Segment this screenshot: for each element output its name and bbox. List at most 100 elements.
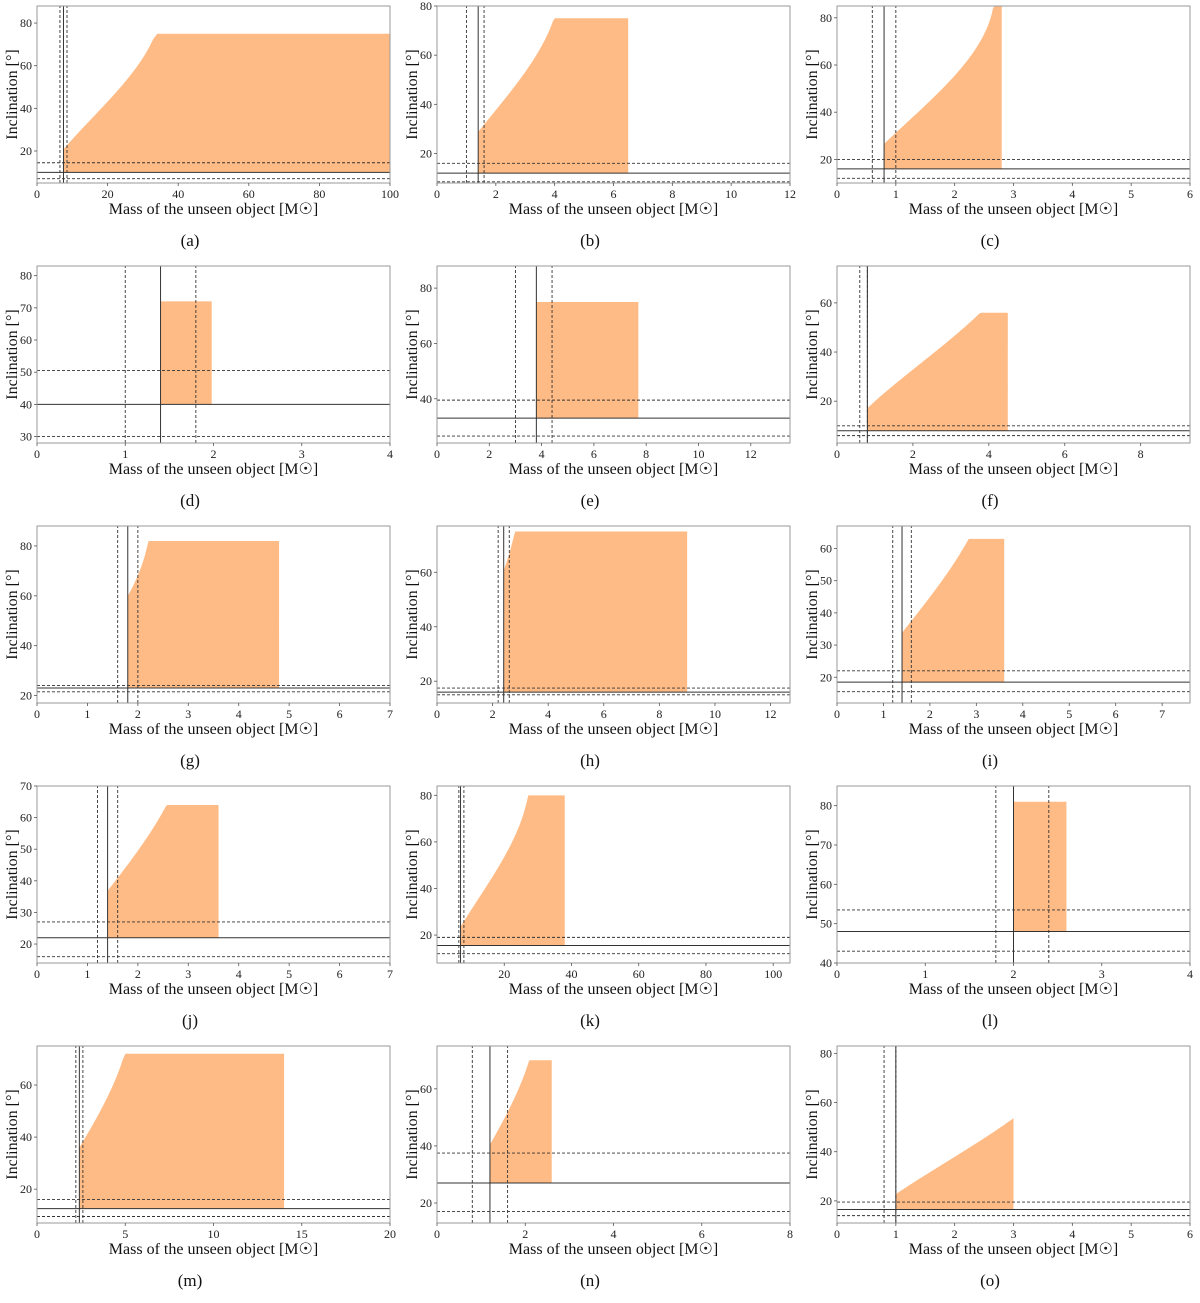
mass-function-curve	[464, 266, 466, 267]
x-tick-label: 2	[135, 707, 141, 721]
chart-svg: 0 2 4 6 8 20 40 60 Mass of the unseen object [M☉…	[804, 265, 1191, 510]
x-axis-label: Mass of the unseen object [M☉]	[509, 721, 718, 738]
y-tick-label: 40	[820, 606, 832, 620]
x-tick-label: 0	[434, 707, 440, 721]
x-tick-label: 40	[172, 187, 184, 201]
x-tick-label: 8	[669, 187, 675, 201]
x-axis-label: Mass of the unseen object [M☉]	[109, 1241, 318, 1258]
y-tick-label: 20	[420, 674, 432, 688]
x-tick-label: 4	[236, 707, 242, 721]
x-tick-label: 3	[973, 707, 979, 721]
x-tick-label: 4	[387, 447, 393, 461]
panel-caption: (m)	[178, 1271, 203, 1290]
panel-caption: (h)	[580, 751, 600, 770]
plot-area	[837, 6, 1190, 183]
plot-frame	[836, 525, 1191, 704]
x-axis-label: Mass of the unseen object [M☉]	[109, 461, 318, 478]
panel-caption: (j)	[182, 1011, 198, 1030]
y-tick-label: 50	[820, 917, 832, 931]
y-tick-label: 60	[20, 333, 32, 347]
x-tick-label: 5	[286, 967, 292, 981]
chart-svg: 0 1 2 3 4 5 6 20 40 60 80 Mass of the unseen object…	[804, 1045, 1193, 1290]
x-axis-label: Mass of the unseen object [M☉]	[509, 461, 718, 478]
panel-k: 20 40 60 80 100 20 40 60 80 Mass of the unseen ob…	[400, 780, 800, 1040]
upper-bound-curve	[148, 6, 150, 7]
y-tick-label: 20	[20, 1182, 32, 1196]
x-tick-label: 5	[1128, 187, 1134, 201]
y-axis-label: Inclination [°]	[404, 569, 421, 659]
plot-frame	[436, 265, 791, 444]
plot-area	[437, 266, 790, 443]
x-tick-label: 0	[34, 187, 40, 201]
upper-bound-curve	[971, 6, 972, 7]
plot-area	[37, 266, 390, 443]
y-axis-label: Inclination [°]	[404, 49, 421, 139]
lower-bound-curve	[1026, 6, 1028, 7]
x-tick-label: 6	[699, 1227, 705, 1241]
x-tick-label: 0	[34, 707, 40, 721]
y-tick-label: 20	[820, 152, 832, 166]
allowed-region	[127, 540, 280, 689]
y-axis-label: Inclination [°]	[4, 829, 21, 919]
x-tick-label: 8	[656, 707, 662, 721]
x-tick-label: 4	[1020, 707, 1026, 721]
panel-o: 0 1 2 3 4 5 6 20 40 60 80 Mass of the unseen object…	[800, 1040, 1200, 1300]
chart-svg: 0 1 2 3 4 5 6 20 40 60 80 Mass of the unseen object…	[804, 5, 1193, 250]
x-tick-label: 0	[834, 187, 840, 201]
panel-g: 0 1 2 3 4 5 6 7 20 40 60 80 Mass of the unseen objec…	[0, 520, 400, 780]
y-tick-label: 50	[820, 574, 832, 588]
allowed-region	[489, 1060, 552, 1184]
panel-caption: (c)	[981, 231, 1000, 250]
y-axis-label: Inclination [°]	[804, 49, 821, 139]
plot-area	[37, 786, 390, 963]
panel-caption: (a)	[181, 231, 200, 250]
y-tick-label: 20	[20, 144, 32, 158]
x-tick-label: 5	[1128, 1227, 1134, 1241]
x-tick-label: 0	[434, 1227, 440, 1241]
chart-svg: 0 1 2 3 4 40 50 60 70 80 Mass of the unseen object…	[804, 785, 1193, 1030]
y-tick-label: 60	[420, 565, 432, 579]
panel-c: 0 1 2 3 4 5 6 20 40 60 80 Mass of the unseen object…	[800, 0, 1200, 260]
y-tick-label: 60	[820, 58, 832, 72]
x-axis-label: Mass of the unseen object [M☉]	[909, 981, 1118, 998]
x-tick-label: 6	[1187, 1227, 1193, 1241]
allowed-region	[478, 18, 629, 174]
x-tick-label: 1	[922, 967, 928, 981]
panel-a: 0 20 40 60 80 100 20 40 60 80 Mass of the unseen o…	[0, 0, 400, 260]
y-tick-label: 60	[820, 877, 832, 891]
y-axis-label: Inclination [°]	[804, 1089, 821, 1179]
x-axis-label: Mass of the unseen object [M☉]	[509, 981, 718, 998]
y-tick-label: 60	[420, 1082, 432, 1096]
x-tick-label: 2	[952, 187, 958, 201]
plot-area	[37, 1046, 390, 1223]
x-tick-label: 5	[286, 707, 292, 721]
panel-d: 0 1 2 3 4 30 40 50 60 70 80 Mass of the unseen obje…	[0, 260, 400, 520]
y-tick-label: 40	[420, 97, 432, 111]
x-tick-label: 5	[1066, 707, 1072, 721]
x-tick-label: 2	[522, 1227, 528, 1241]
y-tick-label: 80	[420, 788, 432, 802]
chart-svg: 0 1 2 3 4 5 6 7 20 30 40 50 60 Mass of the unseen obj…	[804, 525, 1191, 770]
x-tick-label: 20	[384, 1227, 396, 1241]
allowed-region	[107, 804, 219, 938]
allowed-region	[895, 1118, 1014, 1210]
panel-b: 0 2 4 6 8 10 12 20 40 60 80 Mass of the unseen obje…	[400, 0, 800, 260]
panel-caption: (g)	[180, 751, 200, 770]
plot-area	[437, 526, 790, 703]
panel-caption: (b)	[580, 231, 600, 250]
x-tick-label: 20	[498, 967, 510, 981]
x-axis-label: Mass of the unseen object [M☉]	[509, 1241, 718, 1258]
chart-svg: 0 1 2 3 4 30 40 50 60 70 80 Mass of the unseen obje…	[4, 265, 393, 510]
x-tick-label: 0	[834, 967, 840, 981]
y-axis-label: Inclination [°]	[404, 1089, 421, 1179]
x-axis-label: Mass of the unseen object [M☉]	[909, 721, 1118, 738]
chart-svg: 0 5 10 15 20 20 40 60 Mass of the unseen object …	[4, 1045, 396, 1290]
y-tick-label: 60	[820, 542, 832, 556]
chart-svg: 0 1 2 3 4 5 6 7 20 40 60 80 Mass of the unseen objec…	[4, 525, 393, 770]
x-tick-label: 0	[34, 1227, 40, 1241]
panel-n: 0 2 4 6 8 20 40 60 Mass of the unseen object [M☉…	[400, 1040, 800, 1300]
plot-frame	[36, 525, 391, 704]
x-tick-label: 80	[313, 187, 325, 201]
